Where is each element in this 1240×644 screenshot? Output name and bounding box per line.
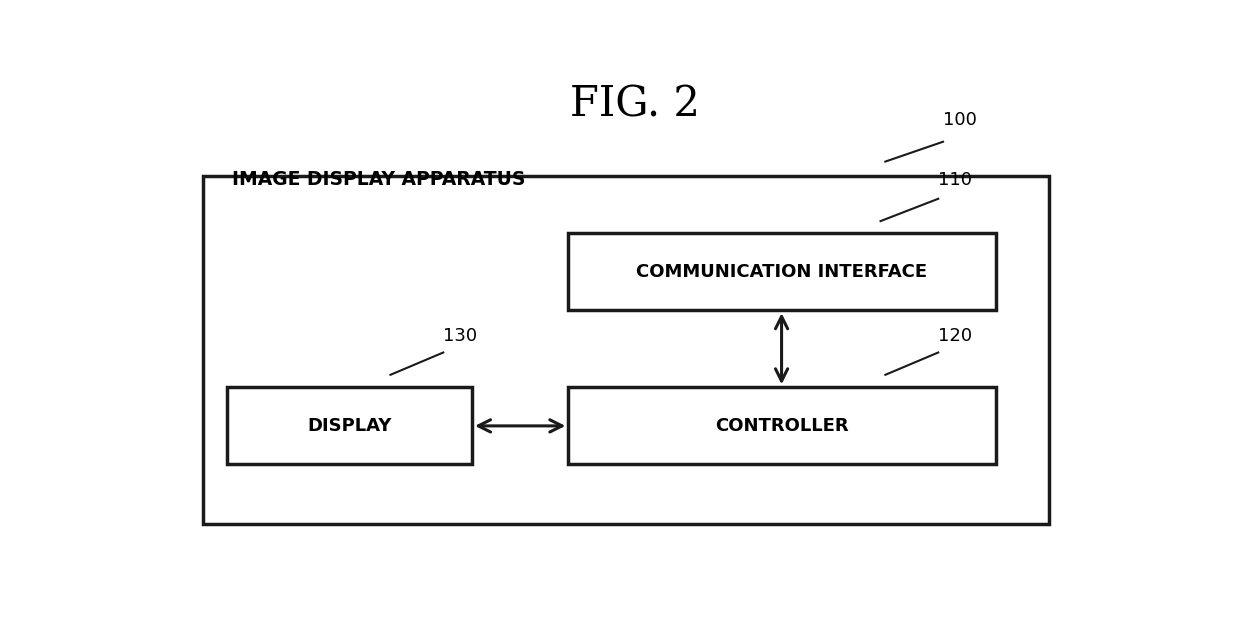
Bar — [568, 387, 996, 464]
Text: DISPLAY: DISPLAY — [308, 417, 392, 435]
Text: 130: 130 — [444, 327, 477, 345]
Text: 120: 120 — [939, 327, 972, 345]
Bar — [227, 387, 472, 464]
Text: 110: 110 — [939, 171, 972, 189]
Bar — [203, 176, 1049, 524]
Text: CONTROLLER: CONTROLLER — [715, 417, 849, 435]
Text: COMMUNICATION INTERFACE: COMMUNICATION INTERFACE — [636, 263, 928, 281]
Text: 100: 100 — [942, 111, 977, 129]
Text: IMAGE DISPLAY APPARATUS: IMAGE DISPLAY APPARATUS — [232, 170, 526, 189]
Bar — [568, 234, 996, 310]
Text: FIG. 2: FIG. 2 — [570, 84, 701, 126]
